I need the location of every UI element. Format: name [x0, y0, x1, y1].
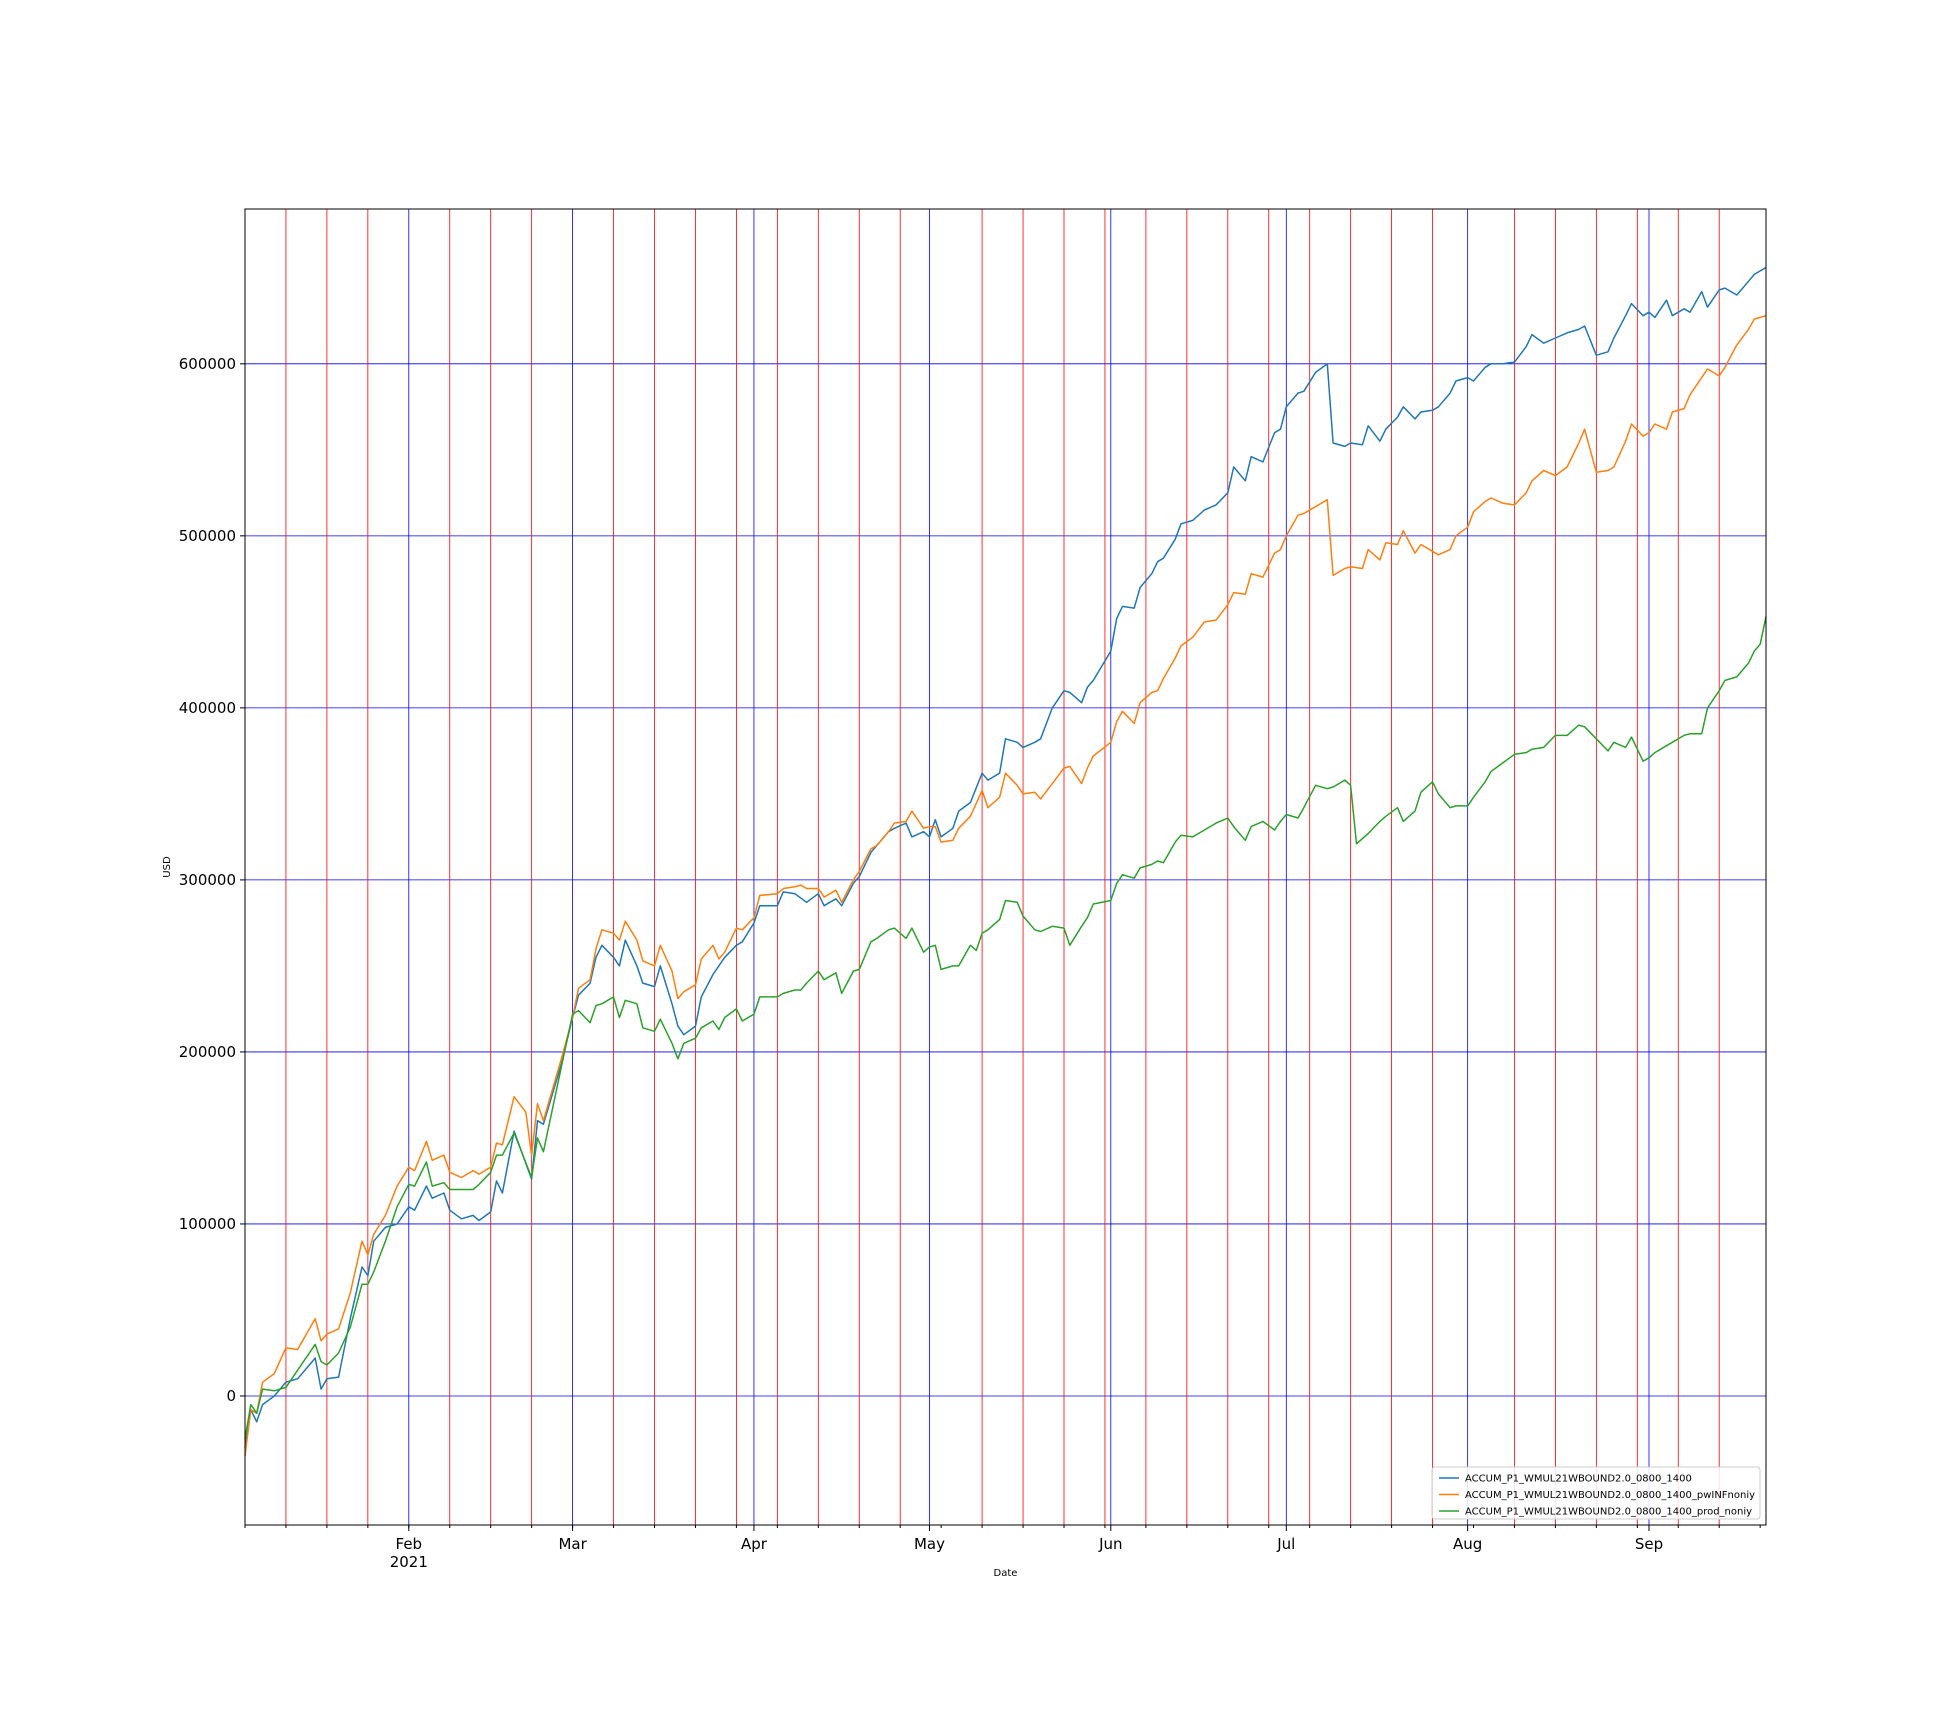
- x-axis-title: Date: [994, 1568, 1018, 1579]
- series-line-1: [244, 266, 1767, 1448]
- plot-frame: [244, 208, 1767, 1526]
- x-tick-label: Feb: [396, 1535, 423, 1553]
- y-tick-label: 100000: [179, 1215, 236, 1233]
- x-tick-label: Jul: [1276, 1535, 1295, 1553]
- series-line-2: [244, 314, 1767, 1457]
- grid-layer: [245, 363, 1766, 1397]
- series-line-3: [244, 616, 1767, 1440]
- x-tick-label: Jun: [1098, 1535, 1122, 1553]
- legend-box: [1431, 1466, 1761, 1520]
- y-tick-label: 400000: [179, 699, 236, 717]
- legend-label: ACCUM_P1_WMUL21WBOUND2.0_0800_1400_prod_…: [1465, 1507, 1752, 1518]
- legend: ACCUM_P1_WMUL21WBOUND2.0_0800_1400 ACCUM_…: [1431, 1466, 1761, 1520]
- x-tick-label: Apr: [741, 1535, 768, 1553]
- y-tick-label: 300000: [179, 871, 236, 889]
- x-tick-label: May: [914, 1535, 945, 1553]
- legend-label: ACCUM_P1_WMUL21WBOUND2.0_0800_1400: [1465, 1474, 1692, 1485]
- legend-label: ACCUM_P1_WMUL21WBOUND2.0_0800_1400_pwINF…: [1465, 1490, 1755, 1501]
- y-tick-label: 200000: [179, 1043, 236, 1061]
- y-tick-label: 600000: [179, 355, 236, 373]
- x-tick-sublabel: 2021: [390, 1553, 428, 1571]
- x-tick-label: Mar: [558, 1535, 587, 1553]
- x-tick-label: Sep: [1635, 1535, 1663, 1553]
- y-tick-label: 0: [226, 1387, 236, 1405]
- y-axis: 0 100000 200000 300000 400000 500000 600000: [179, 355, 245, 1405]
- series-layer: [244, 266, 1767, 1457]
- y-axis-title: USD: [162, 856, 173, 878]
- y-tick-label: 500000: [179, 527, 236, 545]
- x-tick-label: Aug: [1453, 1535, 1482, 1553]
- vertical-lines-layer: [285, 209, 1720, 1525]
